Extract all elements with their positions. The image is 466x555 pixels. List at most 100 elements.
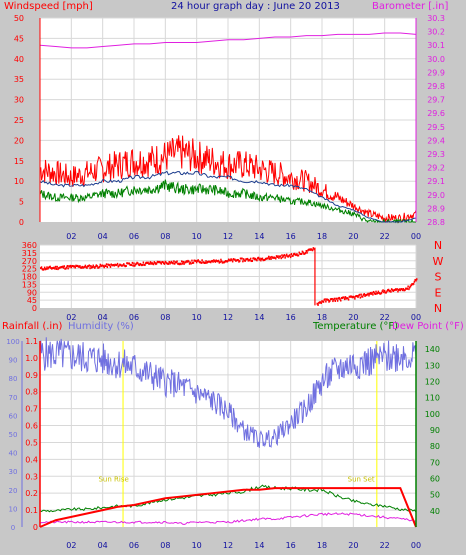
direction-point — [354, 297, 356, 300]
direction-point — [412, 282, 415, 285]
climate-x-tick-label: 12 — [223, 541, 233, 550]
direction-point — [76, 265, 78, 268]
direction-point — [190, 262, 192, 265]
sunrise-label: Sun Rise — [98, 475, 128, 483]
direction-point — [80, 266, 83, 269]
direction-point — [335, 297, 337, 300]
direction-point — [150, 262, 152, 265]
direction-point — [339, 298, 341, 301]
direction-point — [298, 251, 300, 254]
direction-point — [233, 258, 235, 261]
direction-point — [166, 262, 168, 265]
direction-point — [120, 264, 123, 267]
direction-point — [276, 255, 279, 258]
direction-point — [411, 283, 413, 286]
direction-point — [383, 291, 385, 294]
direction-point — [290, 253, 293, 256]
direction-point — [199, 261, 201, 264]
direction-point — [274, 256, 276, 259]
direction-point — [48, 266, 51, 269]
direction-point — [65, 266, 68, 269]
direction-point — [333, 297, 336, 300]
direction-point — [211, 259, 214, 262]
direction-point — [244, 259, 246, 262]
direction-point — [206, 261, 209, 264]
direction-point — [188, 262, 191, 265]
wind-tick-label: 50 — [14, 14, 24, 23]
direction-point — [303, 252, 306, 255]
direction-point — [129, 263, 131, 266]
direction-point — [90, 266, 93, 269]
direction-point — [40, 266, 43, 269]
direction-point — [170, 261, 172, 264]
direction-point — [322, 300, 324, 303]
windspeed-axis-title: Windspeed [mph] — [4, 1, 93, 12]
direction-point — [173, 260, 175, 263]
direction-point — [116, 262, 119, 265]
direction-point — [108, 263, 110, 266]
direction-point — [256, 259, 258, 262]
direction-x-tick-label: 02 — [66, 313, 76, 322]
direction-point — [184, 261, 186, 264]
direction-point — [221, 261, 224, 264]
direction-point — [60, 266, 62, 269]
wind-x-tick-label: 00 — [411, 232, 421, 241]
direction-tick-label: 315 — [22, 249, 37, 258]
direction-x-tick-label: 06 — [129, 313, 139, 322]
direction-point — [334, 299, 337, 302]
direction-point — [79, 265, 81, 268]
direction-point — [270, 257, 272, 260]
humidity-tick-label: 80 — [9, 375, 18, 383]
direction-point — [255, 258, 257, 261]
direction-point — [177, 262, 179, 265]
direction-point — [63, 265, 65, 268]
direction-point — [282, 256, 284, 259]
rain-tick-label: 0.9 — [25, 371, 38, 380]
compass-label: N — [434, 239, 442, 252]
direction-point — [253, 258, 256, 261]
direction-tick-label: 45 — [27, 296, 37, 305]
direction-tick-label: 225 — [22, 265, 37, 274]
direction-point — [173, 262, 176, 265]
direction-point — [152, 263, 155, 266]
direction-point — [64, 267, 66, 270]
direction-x-tick-label: 00 — [411, 313, 421, 322]
direction-point — [199, 261, 202, 264]
direction-point — [393, 289, 395, 292]
direction-point — [115, 264, 118, 267]
baro-tick-label: 30.1 — [427, 41, 445, 50]
direction-point — [140, 263, 142, 266]
direction-point — [58, 266, 61, 269]
direction-point — [307, 249, 309, 252]
direction-point — [109, 265, 112, 268]
direction-point — [416, 278, 418, 281]
baro-tick-label: 29.9 — [427, 68, 445, 77]
direction-point — [72, 265, 75, 268]
direction-point — [396, 288, 398, 291]
direction-point — [97, 266, 99, 269]
direction-point — [413, 280, 416, 283]
direction-x-tick-label: 08 — [160, 313, 170, 322]
direction-point — [412, 283, 414, 286]
direction-point — [124, 265, 127, 268]
direction-point — [376, 292, 378, 295]
compass-label: W — [433, 255, 444, 268]
direction-point — [235, 259, 238, 262]
direction-point — [355, 294, 358, 297]
direction-point — [65, 267, 67, 270]
direction-point — [250, 260, 253, 263]
direction-point — [305, 249, 308, 252]
direction-point — [264, 257, 267, 260]
direction-point — [342, 296, 344, 299]
humidity-tick-label: 70 — [9, 394, 18, 402]
humidity-tick-label: 30 — [9, 468, 18, 476]
direction-point — [374, 292, 376, 295]
wind-tick-label: 25 — [14, 116, 24, 125]
direction-point — [293, 252, 296, 255]
direction-point — [70, 266, 73, 269]
direction-point — [83, 265, 86, 268]
humidity-tick-label: 100 — [6, 338, 19, 346]
direction-point — [100, 265, 102, 268]
direction-point — [123, 263, 125, 266]
wind-tick-label: 40 — [14, 55, 24, 64]
